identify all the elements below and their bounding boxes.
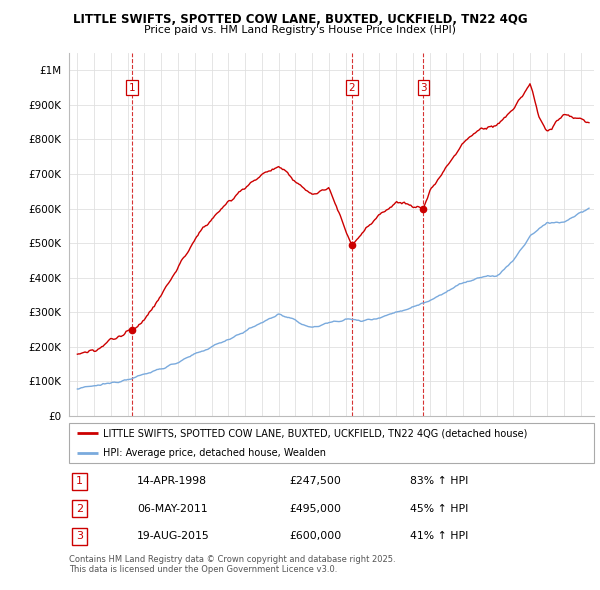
Text: 45% ↑ HPI: 45% ↑ HPI (410, 504, 469, 514)
Text: £495,000: £495,000 (290, 504, 341, 514)
Text: 2: 2 (76, 504, 83, 514)
Text: 83% ↑ HPI: 83% ↑ HPI (410, 477, 469, 487)
Text: Contains HM Land Registry data © Crown copyright and database right 2025.
This d: Contains HM Land Registry data © Crown c… (69, 555, 395, 574)
Text: LITTLE SWIFTS, SPOTTED COW LANE, BUXTED, UCKFIELD, TN22 4QG (detached house): LITTLE SWIFTS, SPOTTED COW LANE, BUXTED,… (103, 428, 527, 438)
Text: 06-MAY-2011: 06-MAY-2011 (137, 504, 208, 514)
Text: £600,000: £600,000 (290, 531, 342, 541)
Text: 41% ↑ HPI: 41% ↑ HPI (410, 531, 469, 541)
Text: 2: 2 (349, 83, 355, 93)
Text: HPI: Average price, detached house, Wealden: HPI: Average price, detached house, Weal… (103, 448, 326, 458)
FancyBboxPatch shape (69, 423, 594, 463)
Text: LITTLE SWIFTS, SPOTTED COW LANE, BUXTED, UCKFIELD, TN22 4QG: LITTLE SWIFTS, SPOTTED COW LANE, BUXTED,… (73, 13, 527, 26)
Text: 3: 3 (420, 83, 427, 93)
Text: 19-AUG-2015: 19-AUG-2015 (137, 531, 210, 541)
Text: £247,500: £247,500 (290, 477, 341, 487)
Text: 1: 1 (76, 477, 83, 487)
Text: Price paid vs. HM Land Registry's House Price Index (HPI): Price paid vs. HM Land Registry's House … (144, 25, 456, 35)
Text: 14-APR-1998: 14-APR-1998 (137, 477, 207, 487)
Text: 3: 3 (76, 531, 83, 541)
Text: 1: 1 (129, 83, 136, 93)
